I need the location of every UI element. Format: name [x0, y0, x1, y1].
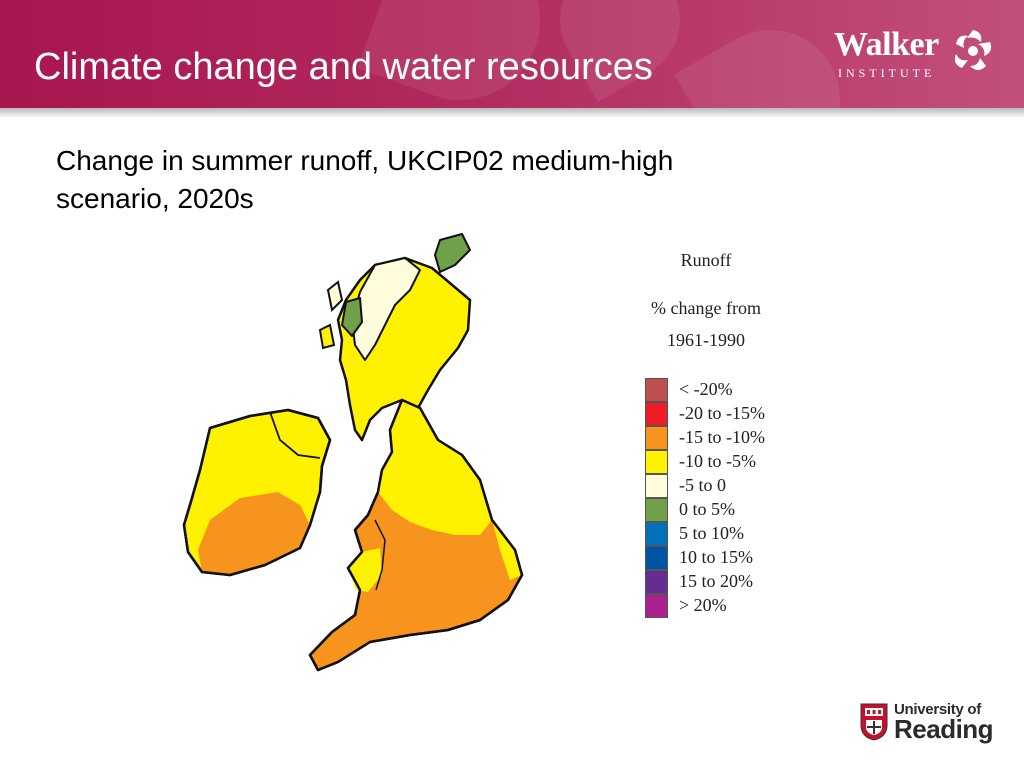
slide-subtitle: Change in summer runoff, UKCIP02 medium-…	[56, 145, 674, 214]
legend-period: 1961-1990	[667, 330, 745, 350]
university-of-reading-logo: University of Reading	[860, 700, 994, 744]
map-region-east-coast	[492, 520, 522, 580]
walker-institute-logo: Walker INSTITUTE	[830, 26, 1000, 82]
header-shadow	[0, 108, 1024, 118]
swirl-logo-icon	[954, 30, 992, 70]
legend-label: < -20%	[679, 379, 733, 399]
map-region-ireland-south	[198, 492, 310, 575]
university-name-line1: University of	[894, 701, 981, 718]
map-region-isles	[318, 323, 336, 350]
legend-label: -10 to -5%	[679, 451, 756, 471]
slide-title: Climate change and water resources	[34, 46, 653, 88]
legend-swatch	[645, 594, 668, 618]
legend-swatch	[645, 522, 668, 546]
legend-label: > 20%	[679, 595, 727, 615]
walker-logo-name: Walker	[834, 26, 939, 63]
legend-label: 10 to 15%	[679, 547, 753, 567]
legend-swatch	[645, 474, 668, 498]
map-border-wales	[374, 519, 386, 591]
legend-swatch	[645, 450, 668, 474]
header-banner: Climate change and water resources Walke…	[0, 0, 1024, 108]
map-outline-england-wales	[308, 398, 524, 672]
legend-label: 15 to 20%	[679, 571, 753, 591]
legend-swatch	[645, 498, 668, 522]
map-outline-ireland	[182, 408, 332, 577]
legend-swatch	[645, 546, 668, 570]
legend-title: Runoff	[680, 250, 732, 270]
map-border-northern-ireland	[269, 411, 321, 459]
legend-label: -15 to -10%	[679, 427, 765, 447]
legend-label: -20 to -15%	[679, 403, 765, 423]
university-name-line2: Reading	[894, 714, 994, 744]
legend-swatch	[645, 426, 668, 450]
map-region-green-north	[434, 233, 471, 273]
legend-label: 0 to 5%	[679, 499, 735, 519]
legend-label: 5 to 10%	[679, 523, 744, 543]
map-region-isles	[326, 280, 344, 313]
legend-swatch	[645, 570, 668, 594]
legend-swatch	[645, 378, 668, 402]
map-region-green-west	[341, 297, 363, 337]
runoff-change-map	[182, 233, 524, 672]
legend-subtitle: % change from	[651, 298, 761, 318]
crest-shield-icon	[860, 703, 888, 741]
map-region-north-england	[378, 400, 492, 535]
legend-label: -5 to 0	[679, 475, 726, 495]
legend-swatch	[645, 402, 668, 426]
walker-logo-subtitle: INSTITUTE	[838, 66, 936, 80]
